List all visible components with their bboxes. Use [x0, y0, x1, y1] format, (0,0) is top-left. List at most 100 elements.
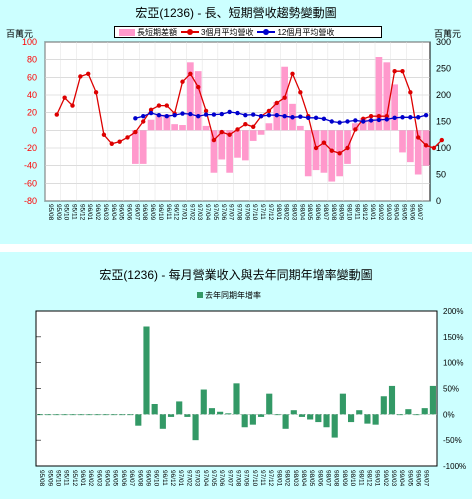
legend-item-12m: 12個月平均營收: [257, 27, 334, 38]
chart1-bar-diff: [399, 130, 406, 153]
chart1-point-12m: [329, 119, 334, 124]
chart1-bar-diff: [414, 130, 422, 175]
chart1-left-tick-label: -80: [24, 196, 37, 206]
chart2-bar-yoy: [249, 414, 256, 425]
chart2-right-tick-label: -50%: [443, 436, 462, 445]
chart1-point-3m: [251, 124, 256, 129]
chart1-x-tick-label: 99/05: [401, 204, 408, 221]
chart2-x-tick-label: 96/04: [104, 470, 111, 487]
chart1-point-3m: [337, 151, 342, 156]
chart1-bar-diff: [312, 130, 320, 171]
chart1-x-tick-label: 96/02: [94, 204, 101, 221]
chart2-x-tick-label: 99/02: [382, 470, 389, 487]
chart1-bar-diff: [242, 130, 249, 161]
chart1-point-12m: [282, 114, 287, 119]
chart1-point-12m: [400, 115, 405, 120]
chart2-bar-yoy: [77, 414, 85, 416]
legend-label-12m: 12個月平均營收: [277, 27, 335, 37]
chart1-bar-diff: [249, 130, 257, 141]
chart2-bar-yoy: [151, 404, 158, 415]
chart1-point-12m: [203, 112, 209, 117]
chart1-point-12m: [353, 118, 358, 123]
chart2-bar-yoy: [298, 414, 306, 417]
chart1-point-3m: [416, 135, 421, 140]
chart1-x-tick-label: 97/07: [228, 204, 235, 221]
chart2-x-tick-label: 96/09: [144, 470, 151, 487]
chart2-bar-yoy: [176, 401, 183, 415]
chart1-point-12m: [180, 111, 185, 116]
chart2-x-tick-label: 98/11: [357, 470, 364, 486]
chart2-x-tick-label: 96/06: [120, 470, 127, 487]
chart1-x-tick-label: 98/12: [361, 204, 368, 221]
legend-swatch-3m: [181, 28, 199, 36]
chart1-right-unit: 百萬元: [434, 29, 462, 39]
chart1-x-tick-label: 97/12: [267, 204, 274, 221]
chart1-x-tick-label: 98/06: [314, 204, 321, 221]
chart1-point-12m: [321, 116, 327, 122]
chart2-bar-yoy: [102, 414, 109, 416]
chart1-x-tick-label: 99/04: [393, 204, 400, 221]
chart1-point-12m: [219, 111, 224, 117]
chart2-x-tick-label: 97/08: [235, 470, 242, 487]
chart1-point-3m: [86, 71, 91, 77]
chart1-bar-diff: [297, 125, 304, 131]
chart1-bar-diff: [218, 130, 226, 160]
chart1-bar-diff: [194, 71, 202, 131]
chart1-x-tick-label: 97/06: [220, 204, 227, 221]
chart1-point-3m: [164, 103, 169, 108]
chart2-x-tick-label: 98/06: [316, 470, 323, 487]
chart2-bar-yoy: [266, 393, 273, 415]
legend-label-diff: 長短期差額: [137, 27, 177, 37]
chart2-x-tick-label: 99/01: [374, 470, 381, 487]
chart1-bar-diff: [383, 62, 391, 131]
chart1-point-3m: [54, 112, 59, 117]
chart2-x-tick-label: 97/07: [226, 470, 233, 487]
chart2-bar-yoy: [290, 410, 297, 415]
chart1-point-3m: [78, 74, 83, 79]
chart2-bar-yoy: [167, 414, 175, 417]
chart2-x-tick-label: 97/04: [202, 470, 209, 487]
chart1-bar-diff: [265, 123, 273, 131]
chart2-x-tick-label: 96/02: [87, 470, 94, 487]
chart2-bar-yoy: [356, 410, 363, 415]
chart2-svg: -100%-50%0%50%100%150%200%95/08 95/09 95/1…: [35, 307, 466, 487]
chart1-point-3m: [62, 95, 67, 100]
chart1-point-12m: [148, 110, 154, 116]
chart1-left-tick-label: 60: [27, 72, 37, 82]
chart1-point-3m: [141, 119, 146, 124]
chart1-point-12m: [408, 115, 413, 120]
chart1-bar-diff: [147, 119, 155, 131]
chart1-x-tick-label: 99/07: [416, 204, 423, 221]
chart1-point-3m: [243, 121, 248, 127]
chart1-left-tick-label: -40: [24, 161, 37, 171]
chart2-bar-yoy: [274, 414, 281, 416]
chart1-legend: 長短期差額 3個月平均營收 12個月平均營收: [114, 26, 382, 38]
chart1-point-3m: [298, 90, 303, 95]
chart1-x-tick-label: 97/03: [196, 204, 203, 221]
chart2-x-tick-label: 97/09: [243, 470, 250, 487]
chart1-right-tick-label: 0: [436, 196, 441, 206]
chart1-bar-diff: [226, 130, 233, 173]
chart1-x-tick-label: 96/08: [141, 204, 148, 221]
chart2-x-tick-label: 98/05: [308, 470, 315, 487]
chart2-bar-yoy: [307, 414, 314, 420]
chart1-bar-diff: [359, 117, 367, 131]
chart1-svg: -80 -60 -40 -20 0 20 40 60 80 100 0 50 100 150 200 250 3…: [22, 37, 451, 221]
chart1-x-tick-label: 97/09: [243, 204, 250, 221]
chart1-right-tick-label: 250: [436, 64, 451, 74]
chart1-point-12m: [258, 114, 264, 119]
chart1-point-3m: [133, 129, 138, 135]
legend-swatch-12m: [257, 28, 276, 36]
chart1-x-tick-label: 97/10: [251, 204, 258, 221]
chart2-x-tick-label: 98/12: [365, 470, 372, 487]
chart1-x-tick-label: 95/08: [47, 204, 54, 221]
chart1-x-tick-label: 97/08: [236, 204, 243, 221]
chart1-bar-diff: [257, 130, 265, 135]
chart2-x-tick-label: 99/06: [415, 470, 422, 487]
chart1-x-tick-label: 98/05: [306, 204, 313, 221]
chart2-x-tick-label: 98/08: [333, 470, 340, 487]
chart1-point-3m: [313, 145, 319, 151]
chart1-point-12m: [227, 109, 232, 115]
chart1-point-3m: [431, 145, 437, 151]
chart1-left-tick-label: -20: [24, 143, 37, 153]
